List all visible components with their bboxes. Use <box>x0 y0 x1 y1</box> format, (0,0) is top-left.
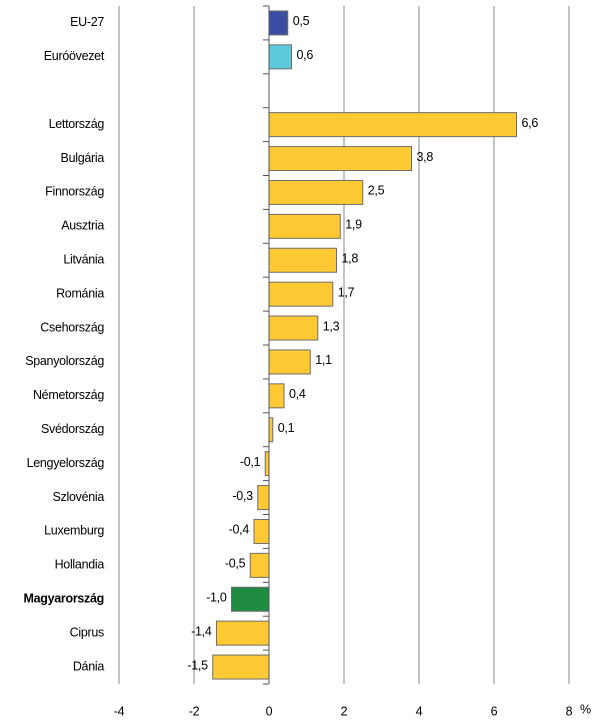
value-label: 0,5 <box>293 14 310 28</box>
bar <box>216 620 270 646</box>
category-label: Magyarország <box>24 592 104 606</box>
x-tick-label: 8 <box>566 704 573 718</box>
bar <box>268 417 274 443</box>
x-tick-label: 2 <box>341 704 348 718</box>
bar <box>268 213 341 239</box>
bar <box>268 383 285 409</box>
bar <box>268 112 517 138</box>
x-tick-label: 4 <box>416 704 423 718</box>
value-label: 1,7 <box>338 285 355 299</box>
category-label: Lengyelország <box>27 456 105 470</box>
value-label: -1,4 <box>191 624 212 638</box>
bar <box>268 146 412 172</box>
value-label: 0,6 <box>297 48 314 62</box>
category-label: Hollandia <box>55 558 105 572</box>
value-label: 6,6 <box>522 116 539 130</box>
value-label: 2,5 <box>368 184 385 198</box>
bar <box>268 349 311 375</box>
value-label: -0,5 <box>225 557 246 571</box>
category-label: Bulgária <box>61 151 105 165</box>
value-label: 0,4 <box>289 387 306 401</box>
bar <box>268 247 337 273</box>
bar <box>268 179 364 205</box>
x-tick-label: -2 <box>189 704 200 718</box>
category-label: Lettország <box>49 117 105 131</box>
value-label: 3,8 <box>417 150 434 164</box>
category-label: Ausztria <box>61 219 104 233</box>
value-label: 1,9 <box>345 218 362 232</box>
category-label: Csehország <box>40 320 104 334</box>
category-label: Németország <box>33 388 104 402</box>
category-label: Finnország <box>45 185 104 199</box>
bar <box>268 44 292 70</box>
x-axis-unit: % <box>580 702 591 716</box>
category-label: Svédország <box>41 422 104 436</box>
category-label: Románia <box>56 286 104 300</box>
bar <box>249 552 270 578</box>
category-label: Dánia <box>73 659 105 673</box>
value-label: -1,5 <box>187 658 208 672</box>
category-label: Szlovénia <box>53 490 105 504</box>
value-label: -0,1 <box>240 455 261 469</box>
bar <box>212 654 270 680</box>
category-label: Luxemburg <box>44 524 104 538</box>
value-label: 1,8 <box>342 252 359 266</box>
x-tick-label: 6 <box>491 704 498 718</box>
value-label: -0,3 <box>232 489 253 503</box>
value-label: 1,3 <box>323 319 340 333</box>
category-label: Euróövezet <box>44 49 105 63</box>
category-label: Litvánia <box>63 253 104 267</box>
bar <box>268 315 319 341</box>
bar <box>231 586 270 612</box>
value-label: -0,4 <box>229 523 250 537</box>
category-label: Ciprus <box>70 625 104 639</box>
bar <box>268 10 289 36</box>
value-label: -1,0 <box>206 591 227 605</box>
bar <box>268 281 334 307</box>
x-tick-label: 0 <box>266 704 273 718</box>
category-label: EU-27 <box>70 15 104 29</box>
bar <box>264 451 270 477</box>
bar <box>253 518 270 544</box>
value-label: 1,1 <box>315 353 332 367</box>
value-label: 0,1 <box>278 421 295 435</box>
x-tick-label: -4 <box>114 704 125 718</box>
category-label: Spanyolország <box>25 354 104 368</box>
bar <box>257 485 270 511</box>
